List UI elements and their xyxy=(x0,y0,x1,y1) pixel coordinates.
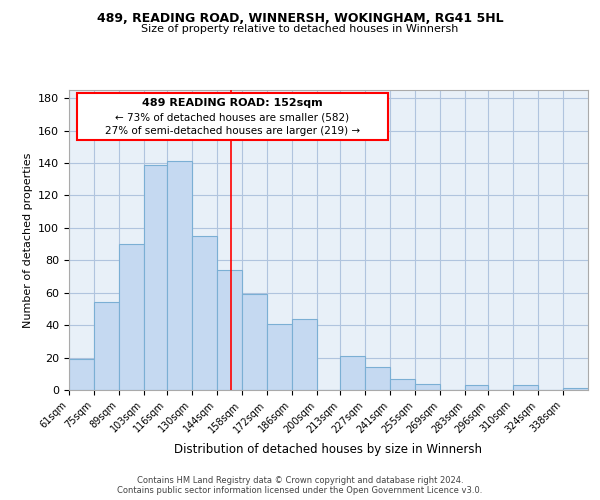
Text: Size of property relative to detached houses in Winnersh: Size of property relative to detached ho… xyxy=(142,24,458,34)
Bar xyxy=(563,388,588,390)
Bar xyxy=(340,356,365,390)
Bar xyxy=(94,302,119,390)
Text: ← 73% of detached houses are smaller (582): ← 73% of detached houses are smaller (58… xyxy=(115,112,350,122)
Bar xyxy=(415,384,440,390)
Bar xyxy=(69,359,94,390)
Bar xyxy=(144,164,167,390)
Bar xyxy=(167,162,192,390)
Bar xyxy=(292,318,317,390)
Bar xyxy=(465,385,488,390)
Bar xyxy=(513,385,538,390)
X-axis label: Distribution of detached houses by size in Winnersh: Distribution of detached houses by size … xyxy=(175,443,482,456)
Y-axis label: Number of detached properties: Number of detached properties xyxy=(23,152,32,328)
Bar xyxy=(242,294,267,390)
Text: Contains public sector information licensed under the Open Government Licence v3: Contains public sector information licen… xyxy=(118,486,482,495)
Bar xyxy=(365,368,390,390)
Text: 489 READING ROAD: 152sqm: 489 READING ROAD: 152sqm xyxy=(142,98,323,108)
FancyBboxPatch shape xyxy=(77,93,388,140)
Text: 27% of semi-detached houses are larger (219) →: 27% of semi-detached houses are larger (… xyxy=(105,126,360,136)
Text: 489, READING ROAD, WINNERSH, WOKINGHAM, RG41 5HL: 489, READING ROAD, WINNERSH, WOKINGHAM, … xyxy=(97,12,503,26)
Bar xyxy=(192,236,217,390)
Bar xyxy=(267,324,292,390)
Bar xyxy=(390,378,415,390)
Text: Contains HM Land Registry data © Crown copyright and database right 2024.: Contains HM Land Registry data © Crown c… xyxy=(137,476,463,485)
Bar xyxy=(119,244,144,390)
Bar xyxy=(217,270,242,390)
